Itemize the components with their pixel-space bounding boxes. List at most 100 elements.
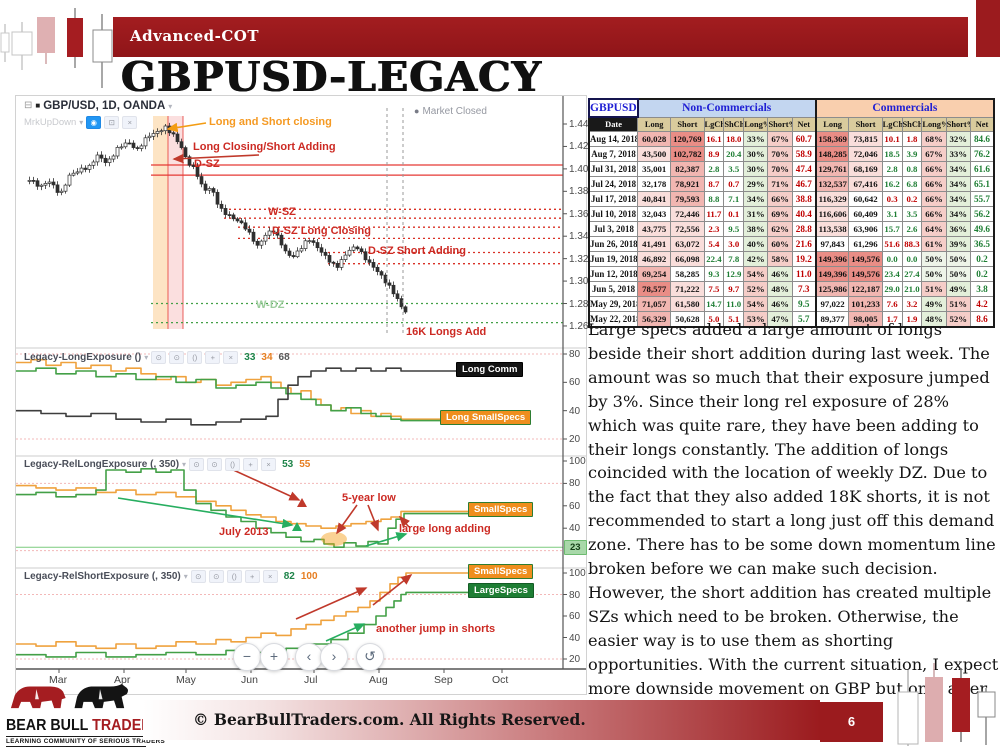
cot-cell: 61.6 bbox=[969, 161, 995, 177]
column-header: LgCh bbox=[881, 116, 903, 132]
annotation-arrow bbox=[372, 574, 413, 606]
annotation-arrow bbox=[336, 504, 358, 535]
cot-cell: 56,329 bbox=[637, 311, 672, 328]
annotation-arrow bbox=[365, 532, 408, 547]
cot-cell: 148,285 bbox=[814, 146, 850, 162]
indicator-axis-label: 100 bbox=[569, 456, 586, 467]
zoom-out-button[interactable]: − bbox=[233, 643, 261, 671]
indicator-title[interactable]: Legacy-RelShortExposure (, 350) bbox=[24, 571, 181, 582]
cot-cell: 149,396 bbox=[814, 266, 850, 282]
cot-cell: 46.7 bbox=[791, 176, 817, 192]
cot-cell: 60,409 bbox=[848, 206, 883, 222]
cot-cell: 11.0 bbox=[723, 296, 745, 312]
cot-cell: 27.4 bbox=[901, 266, 923, 282]
indicator-toolbar-icon[interactable]: ⊙ bbox=[190, 570, 206, 583]
cot-cell: 102,782 bbox=[670, 146, 705, 162]
indicator-value: 34 bbox=[261, 352, 273, 363]
indicator-toolbar-icon[interactable]: + bbox=[244, 570, 260, 583]
cot-cell: 7.3 bbox=[791, 281, 817, 297]
cot-cell: 18.5 bbox=[881, 146, 903, 162]
indicator-toolbar-icon[interactable]: () bbox=[187, 351, 203, 364]
cot-cell: 149,576 bbox=[848, 266, 883, 282]
cot-cell: 55.7 bbox=[969, 191, 995, 207]
cot-cell: 2.8 bbox=[881, 161, 903, 177]
chevron-down-icon[interactable]: ▾ bbox=[144, 353, 149, 362]
table-row: Jun 19, 2018 46,892 66,098 22.4 7.8 42% 58% 19.… bbox=[588, 251, 995, 267]
indicator-toolbar-icon[interactable]: ⊙ bbox=[169, 351, 185, 364]
series-long-largespecs bbox=[16, 367, 521, 422]
indicator-toolbar-icon[interactable]: ⊙ bbox=[151, 351, 167, 364]
cot-cell: 38% bbox=[743, 221, 769, 237]
table-row: Jul 3, 2018 43,775 72,556 2.3 9.5 38% 62% 28.8 1… bbox=[588, 221, 995, 237]
ann-w-sz: W-SZ bbox=[268, 206, 296, 218]
cot-cell: 0.0 bbox=[901, 251, 923, 267]
indicator-axis-label: 40 bbox=[569, 632, 581, 644]
indicator-toolbar-icon[interactable]: ⊙ bbox=[208, 570, 224, 583]
indicator-title[interactable]: Legacy-RelLongExposure (, 350) bbox=[24, 459, 180, 470]
chevron-down-icon[interactable]: ▾ bbox=[79, 118, 84, 127]
table-row: Jun 26, 2018 41,491 63,072 5.4 3.0 40% 60% 21.6… bbox=[588, 236, 995, 252]
indicator-toolbar-icon[interactable]: ⊙ bbox=[207, 458, 223, 471]
indicator-axis-label: 80 bbox=[569, 589, 581, 601]
zoom-in-button[interactable]: + bbox=[260, 643, 288, 671]
indicator-toolbar-icon[interactable]: ⊙ bbox=[189, 458, 205, 471]
month-axis-label: Jul bbox=[304, 674, 318, 686]
commercials-header: Commercials bbox=[814, 98, 995, 118]
cot-cell: 58% bbox=[767, 251, 793, 267]
scroll-left-button[interactable]: ‹ bbox=[295, 643, 323, 671]
brand-tagline: LEARNING COMMUNITY OF SERIOUS TRADERS bbox=[6, 736, 166, 747]
cot-cell: 8.8 bbox=[703, 191, 725, 207]
cot-cell: 68,169 bbox=[848, 161, 883, 177]
column-header: Long% bbox=[921, 116, 947, 132]
indicator-toolbar-icon[interactable]: () bbox=[225, 458, 241, 471]
status-dot-icon: ● bbox=[414, 106, 420, 116]
indicator-toolbar-icon[interactable]: + bbox=[243, 458, 259, 471]
cot-cell: 122,187 bbox=[848, 281, 883, 297]
cot-cell: 20.4 bbox=[723, 146, 745, 162]
settings-icon[interactable]: ⊡ bbox=[104, 116, 120, 129]
indicator-toolbar-icon[interactable]: × bbox=[262, 570, 278, 583]
chevron-down-icon[interactable]: ▾ bbox=[183, 572, 188, 581]
indicator-toolbar-icon[interactable]: + bbox=[205, 351, 221, 364]
chevron-down-icon[interactable]: ▾ bbox=[168, 101, 173, 111]
cot-cell: 18.0 bbox=[723, 131, 745, 147]
indicator-title[interactable]: Legacy-LongExposure () bbox=[24, 352, 142, 363]
cot-cell: 30% bbox=[743, 146, 769, 162]
cot-cell: 12.9 bbox=[723, 266, 745, 282]
cot-cell: 16.2 bbox=[881, 176, 903, 192]
collapse-panel-icon[interactable]: ⊟ bbox=[24, 100, 33, 111]
chart-symbol-title[interactable]: GBP/USD, 1D, OANDA bbox=[43, 100, 166, 112]
highlight-bands bbox=[153, 116, 184, 329]
highlight-ellipse bbox=[321, 532, 347, 546]
page-title: GBPUSD-LEGACY bbox=[121, 53, 542, 101]
cot-cell: 0.8 bbox=[901, 161, 923, 177]
drawing-tool-label[interactable]: MrkUpDown bbox=[24, 117, 77, 128]
cot-cell: 47% bbox=[767, 311, 793, 328]
cot-cell: 34% bbox=[945, 161, 971, 177]
reset-view-button[interactable]: ↺ bbox=[356, 643, 384, 671]
cot-cell: 52% bbox=[945, 311, 971, 328]
cot-cell: 98,005 bbox=[848, 311, 883, 328]
cot-cell: 50% bbox=[921, 251, 947, 267]
indicator-toolbar-icon[interactable]: × bbox=[261, 458, 277, 471]
cot-cell: 65.1 bbox=[969, 176, 995, 192]
chevron-down-icon[interactable]: ▾ bbox=[182, 460, 187, 469]
cot-cell: 2.3 bbox=[703, 221, 725, 237]
column-header: Date bbox=[588, 116, 639, 132]
cot-cell: 7.8 bbox=[723, 251, 745, 267]
cot-cell: 36.5 bbox=[969, 236, 995, 252]
month-axis-label: Jun bbox=[241, 674, 258, 686]
cot-cell: 51.6 bbox=[881, 236, 903, 252]
cot-cell: 64% bbox=[921, 221, 947, 237]
close-icon[interactable]: × bbox=[122, 116, 138, 129]
cot-cell: 0.2 bbox=[969, 266, 995, 282]
ann-large-long-adding: large long adding bbox=[399, 523, 491, 535]
tradingview-chart: ⊟ ■ GBP/USD, 1D, OANDA ▾ MrkUpDown ▾ ◉ ⊡… bbox=[15, 95, 600, 695]
indicator-toolbar-icon[interactable]: × bbox=[223, 351, 239, 364]
cot-cell: 76.2 bbox=[969, 146, 995, 162]
indicator-toolbar-icon[interactable]: () bbox=[226, 570, 242, 583]
scroll-right-button[interactable]: › bbox=[320, 643, 348, 671]
table-row: May 22, 2018 56,329 50,628 5.0 5.1 53% 47% 5.7 8… bbox=[588, 311, 995, 328]
series-smallspecs bbox=[16, 572, 521, 650]
eye-visibility-icon[interactable]: ◉ bbox=[86, 116, 102, 129]
